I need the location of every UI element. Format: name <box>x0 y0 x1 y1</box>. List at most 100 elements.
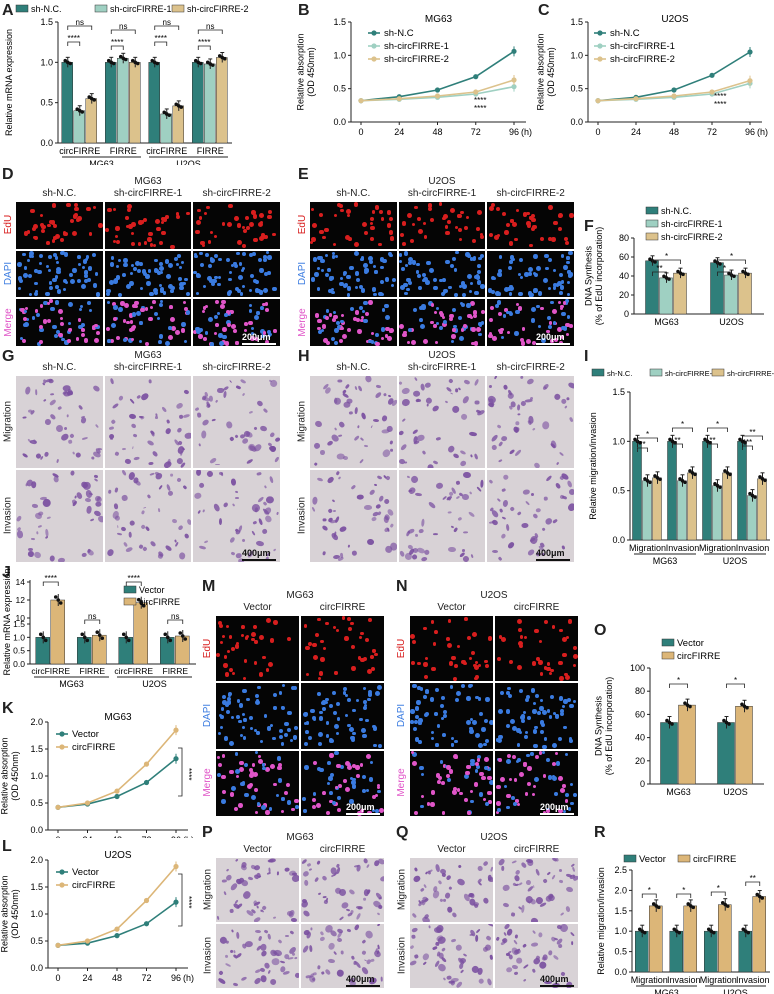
data-point <box>638 440 642 445</box>
x-tick-label: 72 <box>707 127 717 137</box>
data-point <box>637 927 642 932</box>
data-point <box>677 930 682 935</box>
bar <box>669 930 683 973</box>
y-tick-label: 1.0 <box>612 436 625 446</box>
significance-label: **** <box>184 896 193 908</box>
significance-label: ** <box>656 264 662 273</box>
micrograph <box>104 470 192 562</box>
significance-bracket <box>110 45 124 50</box>
bar <box>735 706 753 785</box>
y-tick-label: 2.0 <box>30 717 43 727</box>
micrograph <box>495 924 578 988</box>
image-row-label: Invasion <box>202 936 214 975</box>
bar <box>216 57 228 144</box>
significance-bracket <box>676 893 692 898</box>
data-point <box>741 927 746 932</box>
image-column-header: sh-circFIRRE-1 <box>407 188 477 199</box>
legend-swatch <box>649 368 663 377</box>
bar <box>85 98 97 144</box>
scale-bar-line <box>346 813 380 815</box>
bar <box>704 930 718 973</box>
legend-swatch <box>123 585 137 594</box>
y-tick-label: 1.5 <box>570 17 583 27</box>
y-axis-label: DNA Synthesis(% of EdU incorporation) <box>594 677 614 776</box>
legend-label: sh-circFIRRE-1 <box>110 4 172 14</box>
image-row-label: EdU <box>396 638 408 658</box>
significance-bracket <box>672 427 693 432</box>
y-tick-label: 0.5 <box>612 486 625 496</box>
data-point <box>143 921 150 927</box>
y-axis-label: Relative absorption(OD 450nm) <box>0 737 20 814</box>
x-tick-label: 24 <box>394 127 404 137</box>
data-point <box>671 93 677 99</box>
legend-marker <box>59 731 65 737</box>
bar <box>659 277 673 315</box>
chart-f-edu-knockdown: 0 20 40 60 80 DNA Synthesis(% of EdU incorpor… <box>584 206 764 327</box>
significance-label: * <box>677 676 680 685</box>
y-tick-label: 0.0 <box>614 967 627 977</box>
data-point <box>97 633 102 637</box>
significance-bracket <box>154 41 168 46</box>
data-point <box>718 485 722 489</box>
y-tick-label: 0.0 <box>30 963 43 973</box>
data-point <box>763 478 767 483</box>
bar <box>61 62 73 144</box>
y-tick-label: 0.0 <box>570 117 583 127</box>
scale-bar: 400μm <box>540 974 574 987</box>
micrograph <box>310 470 397 562</box>
legend-swatch <box>645 232 659 241</box>
image-grid-e: U2OS sh-N.C. sh-circFIRRE-1 sh-circFIRRE-2 E… <box>297 176 574 346</box>
data-point <box>111 61 116 66</box>
y-tick-label: 12 <box>16 595 26 605</box>
data-point <box>633 96 639 102</box>
significance-label: **** <box>474 96 486 105</box>
group-label: U2OS <box>723 556 748 566</box>
scale-bar-label: 400μm <box>242 548 271 558</box>
bar <box>635 930 649 973</box>
micrograph <box>310 376 397 468</box>
micrograph <box>301 924 384 988</box>
micrograph <box>16 470 103 562</box>
legend-marker <box>597 56 603 62</box>
group-label: U2OS <box>723 988 748 994</box>
image-row-label: Merge <box>396 768 408 798</box>
image-column-header: sh-N.C. <box>42 188 77 199</box>
bar <box>747 495 757 541</box>
x-tick-label: 72 <box>471 127 481 137</box>
micrograph <box>301 683 384 749</box>
micrograph <box>216 750 299 816</box>
scale-bar: 200μm <box>540 802 574 815</box>
data-point <box>183 637 188 641</box>
series-line <box>57 758 177 809</box>
y-axis-label: Relative absorption(OD 450nm) <box>0 875 20 952</box>
data-point <box>38 632 43 637</box>
y-tick-label: 1.0 <box>570 50 583 60</box>
data-point <box>179 105 184 109</box>
data-point <box>642 930 647 935</box>
legend-swatch <box>661 651 675 660</box>
bar <box>129 62 141 144</box>
x-tick-label: circFIRRE <box>114 666 153 676</box>
bar <box>204 63 216 144</box>
bar <box>660 722 678 785</box>
y-tick-label: 0.0 <box>612 535 625 545</box>
significance-bracket <box>178 747 183 797</box>
micrograph <box>495 683 578 749</box>
data-point <box>167 113 172 117</box>
chart-r-transwell-overexpression: 0.0 0.5 1.0 1.5 2.0 2.5 Relative migration/inv… <box>596 854 770 994</box>
significance-bracket <box>67 25 93 30</box>
y-tick-label: 10 <box>16 613 26 623</box>
significance-label: **** <box>714 92 726 101</box>
data-point <box>683 480 687 485</box>
significance-bracket <box>637 437 658 442</box>
scale-bar-label: 400μm <box>536 548 565 558</box>
bar <box>649 905 663 973</box>
y-tick-label: 1.0 <box>333 50 346 60</box>
x-unit-label: (h) <box>757 127 768 137</box>
data-point <box>136 597 141 602</box>
data-point <box>670 722 674 726</box>
y-tick-label: 0.5 <box>333 84 346 94</box>
significance-bracket <box>652 259 681 264</box>
image-row-label: DAPI <box>202 703 214 728</box>
data-point <box>745 705 749 710</box>
